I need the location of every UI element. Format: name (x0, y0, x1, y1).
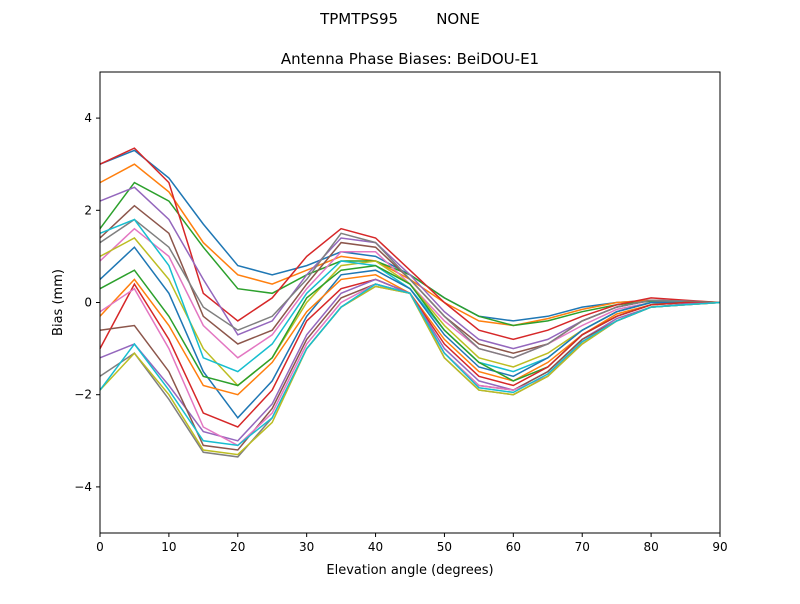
y-tick-label: −2 (74, 388, 92, 402)
series-line-11 (99, 246, 720, 419)
x-tick-label: 30 (299, 540, 314, 554)
y-tick-label: −4 (74, 480, 92, 494)
x-tick-label: 80 (643, 540, 658, 554)
series-lines (99, 147, 721, 458)
y-tick-label: 2 (84, 203, 92, 217)
y-tick-label: 4 (84, 111, 92, 125)
series-line-2 (99, 163, 721, 327)
x-tick-label: 50 (437, 540, 452, 554)
axis-ticks: 0 10 20 30 40 50 60 70 80 90 −4 −2 0 2 4 (74, 111, 727, 554)
chart-title: Antenna Phase Biases: BeiDOU-E1 (281, 50, 539, 68)
figure-suptitle: TPMTPS95 NONE (319, 10, 480, 28)
x-tick-label: 10 (161, 540, 176, 554)
x-axis-label: Elevation angle (degrees) (326, 563, 493, 578)
x-tick-label: 0 (96, 540, 104, 554)
x-tick-label: 20 (230, 540, 245, 554)
x-tick-label: 90 (712, 540, 727, 554)
x-tick-label: 70 (575, 540, 590, 554)
x-tick-label: 40 (368, 540, 383, 554)
series-line-1 (99, 149, 721, 322)
y-axis-label: Bias (mm) (51, 269, 66, 336)
series-line-8 (99, 218, 721, 359)
series-line-20 (99, 283, 721, 447)
x-tick-label: 60 (506, 540, 521, 554)
series-line-4 (99, 147, 721, 341)
y-tick-label: 0 (84, 296, 92, 310)
